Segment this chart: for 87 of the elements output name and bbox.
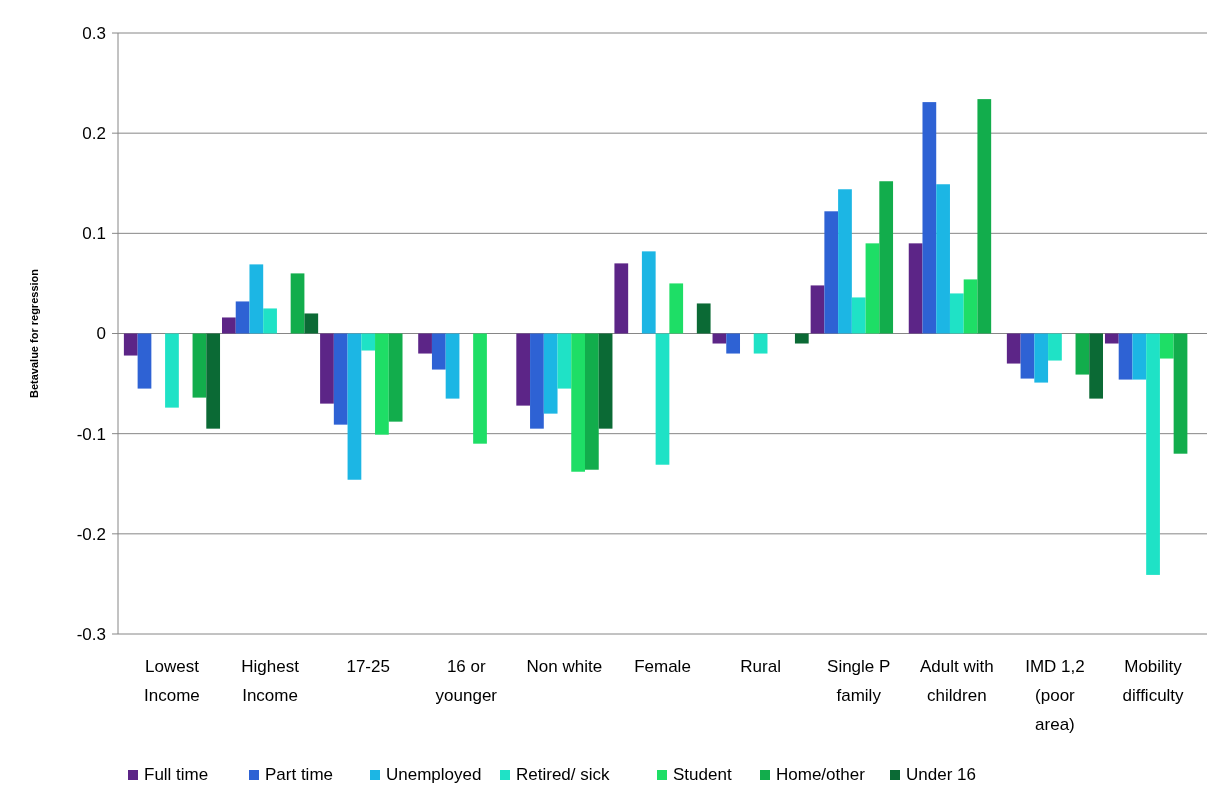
bar bbox=[192, 333, 207, 398]
bar bbox=[726, 333, 741, 354]
bar bbox=[123, 333, 138, 356]
bar bbox=[1173, 333, 1188, 454]
x-tick-label: 16 or younger bbox=[435, 657, 498, 705]
y-tick-label: 0.3 bbox=[82, 23, 106, 43]
bar bbox=[655, 333, 670, 465]
bar bbox=[865, 243, 880, 334]
bar bbox=[206, 333, 221, 429]
bar bbox=[1118, 333, 1133, 380]
bar bbox=[669, 283, 684, 334]
bar bbox=[1006, 333, 1021, 364]
legend-label: Student bbox=[673, 765, 732, 784]
bar bbox=[1132, 333, 1147, 380]
y-tick-label: -0.1 bbox=[76, 424, 106, 444]
bar bbox=[222, 317, 236, 334]
bar bbox=[530, 333, 544, 429]
bar bbox=[977, 99, 992, 334]
bar bbox=[249, 264, 264, 334]
x-tick-label: Single P family bbox=[827, 657, 891, 705]
x-tick-label: Lowest Income bbox=[144, 657, 200, 705]
bar bbox=[445, 333, 460, 399]
x-tick-label: Female bbox=[634, 657, 691, 676]
bar bbox=[936, 184, 950, 334]
bar bbox=[418, 333, 432, 354]
bar bbox=[543, 333, 558, 414]
x-tick-label: Non white bbox=[526, 657, 603, 676]
y-tick-label: -0.3 bbox=[76, 624, 106, 644]
bar bbox=[1034, 333, 1049, 383]
x-tick-label: Rural bbox=[740, 657, 781, 676]
bar bbox=[908, 243, 923, 334]
bar bbox=[263, 308, 277, 334]
bar bbox=[361, 333, 376, 351]
bar bbox=[585, 333, 599, 470]
y-tick-label: 0 bbox=[96, 324, 106, 344]
bar bbox=[516, 333, 531, 406]
legend-label: Under 16 bbox=[906, 765, 976, 784]
bar bbox=[304, 313, 319, 334]
bar bbox=[794, 333, 809, 344]
x-tick-label: Highest Income bbox=[241, 657, 300, 705]
legend-label: Home/other bbox=[776, 765, 866, 784]
bar bbox=[165, 333, 179, 408]
bar bbox=[949, 293, 964, 334]
x-tick-label: IMD 1,2 (poor area) bbox=[1025, 657, 1085, 734]
bar bbox=[1089, 333, 1104, 399]
bar bbox=[922, 102, 937, 334]
bar bbox=[1048, 333, 1062, 361]
bar bbox=[1104, 333, 1119, 344]
bar bbox=[1020, 333, 1035, 379]
bar bbox=[137, 333, 152, 389]
x-tick-label: Mobility difficulty bbox=[1122, 657, 1185, 705]
bar bbox=[851, 297, 866, 334]
bar bbox=[375, 333, 389, 435]
bar bbox=[1146, 333, 1160, 575]
bar bbox=[753, 333, 768, 354]
y-tick-label: -0.2 bbox=[76, 524, 106, 544]
y-tick-label: 0.2 bbox=[82, 124, 106, 144]
bar bbox=[557, 333, 572, 389]
legend-label: Unemployed bbox=[386, 765, 482, 784]
bar bbox=[824, 211, 839, 334]
bar bbox=[347, 333, 362, 480]
bar bbox=[1159, 333, 1174, 359]
bar bbox=[290, 273, 305, 334]
bar bbox=[712, 333, 727, 344]
bar bbox=[810, 285, 825, 334]
y-tick-label: 0.1 bbox=[82, 224, 106, 244]
bar bbox=[333, 333, 348, 425]
x-tick-label: Adult with children bbox=[919, 657, 994, 705]
bar bbox=[431, 333, 446, 370]
bar bbox=[641, 251, 656, 334]
legend-label: Full time bbox=[144, 765, 209, 784]
x-tick-label: 17-25 bbox=[346, 657, 390, 676]
bar bbox=[879, 181, 894, 334]
bar bbox=[598, 333, 613, 429]
bar bbox=[235, 301, 250, 334]
bar bbox=[473, 333, 487, 444]
legend-label: Retired/ sick bbox=[516, 765, 611, 784]
y-axis-title: Betavalue for regression bbox=[28, 268, 40, 398]
bar bbox=[388, 333, 403, 422]
bar bbox=[320, 333, 334, 404]
bar bbox=[614, 263, 629, 334]
bar bbox=[838, 189, 852, 334]
bar bbox=[571, 333, 585, 472]
bar bbox=[963, 279, 978, 334]
bar bbox=[1075, 333, 1090, 375]
bar bbox=[696, 303, 711, 334]
legend-label: Part time bbox=[265, 765, 334, 784]
